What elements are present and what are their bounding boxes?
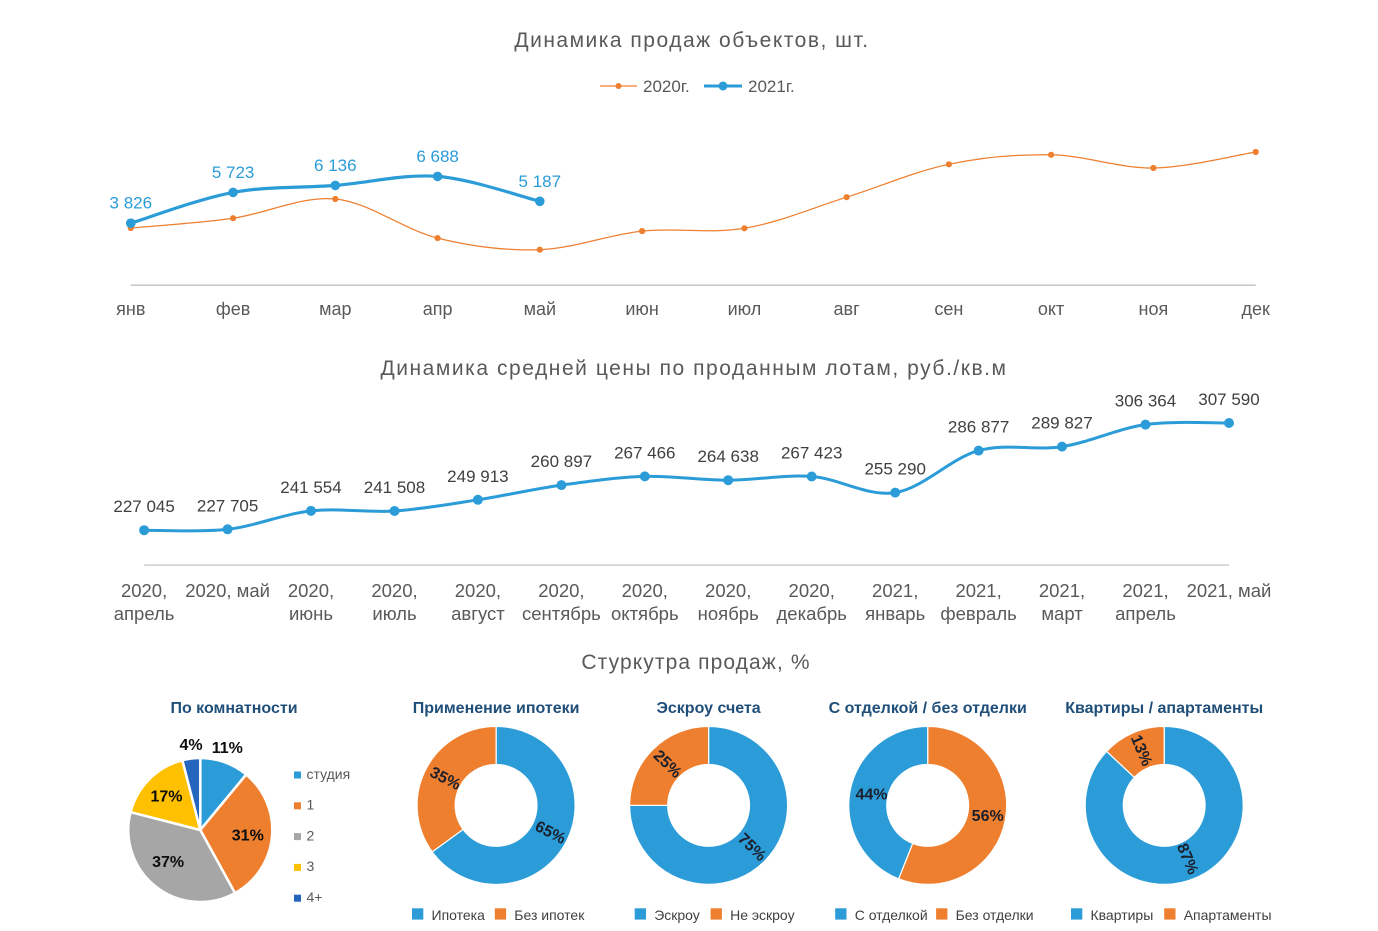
svg-text:37%: 37% — [152, 854, 184, 871]
svg-text:2: 2 — [307, 827, 315, 843]
svg-text:3 826: 3 826 — [110, 194, 153, 213]
svg-text:31%: 31% — [232, 828, 264, 845]
svg-text:307 590: 307 590 — [1198, 390, 1259, 409]
svg-text:2020,: 2020, — [622, 580, 668, 601]
svg-text:апр: апр — [423, 299, 453, 319]
svg-text:август: август — [451, 603, 505, 624]
svg-text:2021,: 2021, — [1122, 580, 1168, 601]
svg-text:267 423: 267 423 — [781, 444, 842, 463]
svg-text:Апартаменты: Апартаменты — [1184, 907, 1272, 923]
svg-text:сентябрь: сентябрь — [522, 603, 601, 624]
svg-text:4+: 4+ — [307, 889, 323, 905]
svg-text:ноябрь: ноябрь — [698, 603, 759, 624]
svg-text:С отделкой: С отделкой — [855, 907, 928, 923]
svg-text:Эскроу счета: Эскроу счета — [657, 700, 761, 717]
svg-text:2020,: 2020, — [538, 580, 584, 601]
svg-text:сен: сен — [934, 299, 963, 319]
svg-text:2021,: 2021, — [955, 580, 1001, 601]
svg-text:февраль: февраль — [940, 603, 1016, 624]
svg-text:Без отделки: Без отделки — [956, 907, 1034, 923]
svg-text:2020,: 2020, — [121, 580, 167, 601]
svg-text:мар: мар — [319, 299, 351, 319]
svg-text:2021,: 2021, — [1039, 580, 1085, 601]
svg-text:июль: июль — [372, 603, 416, 624]
svg-text:Без ипотек: Без ипотек — [514, 907, 585, 923]
svg-text:227 705: 227 705 — [197, 496, 258, 515]
svg-text:2020,: 2020, — [455, 580, 501, 601]
svg-text:Стуркутра продаж, %: Стуркутра продаж, % — [581, 651, 810, 674]
svg-text:2020,: 2020, — [371, 580, 417, 601]
svg-text:2021г.: 2021г. — [748, 77, 795, 96]
svg-text:По комнатности: По комнатности — [170, 700, 297, 717]
svg-text:289 827: 289 827 — [1031, 414, 1092, 433]
svg-text:окт: окт — [1038, 299, 1064, 319]
svg-text:11%: 11% — [212, 740, 243, 757]
svg-text:март: март — [1041, 603, 1083, 624]
svg-text:3: 3 — [307, 858, 315, 874]
svg-text:249 913: 249 913 — [447, 467, 508, 486]
svg-text:17%: 17% — [150, 789, 182, 806]
svg-text:4%: 4% — [180, 737, 203, 754]
svg-text:апрель: апрель — [114, 603, 175, 624]
svg-text:Эскроу: Эскроу — [654, 907, 700, 923]
svg-text:Применение ипотеки: Применение ипотеки — [413, 700, 580, 717]
svg-text:241 508: 241 508 — [364, 478, 425, 497]
svg-text:ноя: ноя — [1139, 299, 1169, 319]
svg-text:2020,: 2020, — [789, 580, 835, 601]
svg-text:2021,: 2021, — [872, 580, 918, 601]
svg-text:2020,: 2020, — [288, 580, 334, 601]
svg-text:267 466: 267 466 — [614, 443, 675, 462]
svg-text:дек: дек — [1242, 299, 1271, 319]
svg-text:264 638: 264 638 — [697, 447, 758, 466]
svg-text:Не эскроу: Не эскроу — [730, 907, 794, 923]
svg-text:октябрь: октябрь — [611, 603, 679, 624]
svg-text:44%: 44% — [855, 787, 887, 804]
svg-text:2020, май: 2020, май — [185, 580, 270, 601]
svg-text:Ипотека: Ипотека — [432, 907, 486, 923]
svg-text:6 688: 6 688 — [416, 147, 459, 166]
svg-text:56%: 56% — [972, 808, 1004, 825]
svg-text:июл: июл — [728, 299, 762, 319]
svg-text:студия: студия — [307, 766, 351, 782]
svg-text:5 187: 5 187 — [519, 172, 562, 191]
svg-text:255 290: 255 290 — [864, 460, 925, 479]
svg-text:227 045: 227 045 — [113, 497, 174, 516]
svg-text:5 723: 5 723 — [212, 163, 255, 182]
svg-text:286 877: 286 877 — [948, 418, 1009, 437]
svg-text:Динамика продаж объектов, шт.: Динамика продаж объектов, шт. — [514, 29, 869, 52]
svg-text:апрель: апрель — [1115, 603, 1176, 624]
svg-text:2021, май: 2021, май — [1187, 580, 1272, 601]
svg-text:январь: январь — [865, 603, 925, 624]
svg-text:май: май — [524, 299, 556, 319]
svg-text:Квартиры: Квартиры — [1091, 907, 1154, 923]
svg-text:Динамика средней цены по прода: Динамика средней цены по проданным лотам… — [380, 357, 1007, 380]
svg-text:241 554: 241 554 — [280, 478, 341, 497]
svg-text:декабрь: декабрь — [776, 603, 846, 624]
svg-text:Квартиры / апартаменты: Квартиры / апартаменты — [1065, 700, 1263, 717]
svg-text:2020г.: 2020г. — [643, 77, 690, 96]
svg-text:янв: янв — [116, 299, 145, 319]
svg-text:260 897: 260 897 — [531, 452, 592, 471]
svg-text:С отделкой / без отделки: С отделкой / без отделки — [829, 700, 1027, 717]
svg-text:6 136: 6 136 — [314, 156, 357, 175]
svg-text:1: 1 — [307, 797, 315, 813]
svg-text:306 364: 306 364 — [1115, 392, 1176, 411]
svg-text:авг: авг — [834, 299, 861, 319]
svg-text:фев: фев — [216, 299, 250, 319]
svg-text:июнь: июнь — [289, 603, 333, 624]
svg-text:2020,: 2020, — [705, 580, 751, 601]
svg-text:июн: июн — [625, 299, 659, 319]
